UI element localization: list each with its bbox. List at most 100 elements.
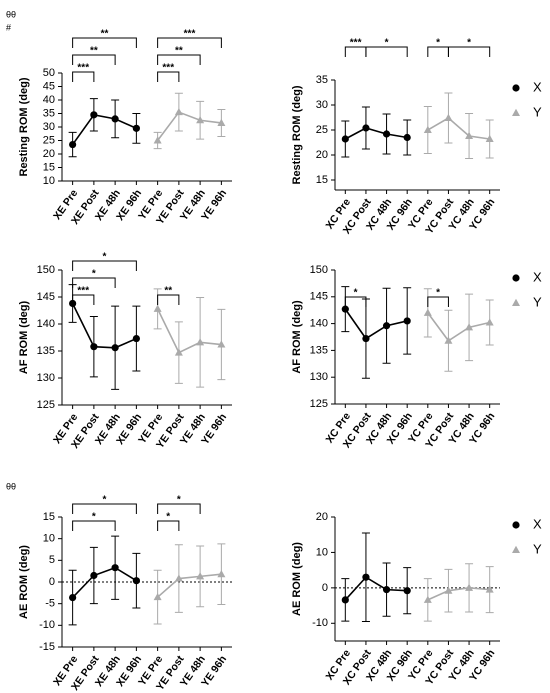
y-tick-label: 140: [310, 318, 328, 330]
significance-label: **: [175, 46, 183, 57]
significance-label: *: [103, 252, 107, 263]
data-point: [111, 564, 119, 572]
significance-label: **: [101, 29, 109, 40]
significance-bracket: [72, 54, 116, 65]
data-point: [196, 338, 205, 346]
legend-label: Y: [533, 541, 542, 556]
y-tick-label: 30: [43, 121, 55, 133]
y-tick-label: 20: [316, 149, 328, 161]
significance-label: *: [436, 288, 440, 299]
significance-bracket: [72, 503, 137, 514]
y-tick-label: -10: [39, 619, 55, 631]
y-axis-label: AF ROM (deg): [291, 300, 303, 374]
series-line: [427, 587, 490, 601]
significance-label: ***: [77, 286, 89, 297]
y-tick-label: 10: [43, 175, 55, 187]
data-point: [403, 317, 411, 325]
significance-label: ***: [184, 29, 196, 40]
y-tick-label: 25: [43, 134, 55, 146]
y-tick-label: 135: [37, 345, 55, 357]
y-tick-label: 140: [37, 318, 55, 330]
y-tick-label: 145: [310, 291, 328, 303]
legend-marker: [512, 545, 520, 553]
series-line: [156, 308, 222, 354]
significance-bracket: [72, 294, 95, 305]
data-point: [132, 577, 140, 585]
y-tick-label: 125: [37, 399, 55, 411]
significance-label: *: [92, 269, 96, 280]
significance-bracket: [344, 296, 367, 307]
data-point: [132, 334, 140, 343]
data-point: [196, 116, 205, 124]
data-point: [90, 571, 98, 580]
y-tick-label: 15: [43, 511, 55, 523]
significance-label: ***: [350, 38, 362, 49]
y-tick-label: 25: [316, 124, 328, 136]
significance-bracket: [157, 37, 222, 48]
significance-label: *: [467, 38, 471, 49]
significance-bracket: [72, 520, 116, 531]
data-point: [465, 583, 474, 591]
data-point: [403, 133, 411, 142]
legend-label: X: [533, 516, 542, 531]
y-tick-label: 125: [310, 398, 328, 410]
significance-label: *: [177, 495, 181, 506]
y-axis-label: Resting ROM (deg): [18, 77, 30, 176]
y-tick-label: -10: [312, 617, 328, 629]
y-axis-label: AE ROM (deg): [291, 542, 303, 616]
significance-bracket: [157, 54, 201, 65]
y-tick-label: 150: [37, 264, 55, 276]
data-point: [485, 134, 494, 142]
data-point: [196, 572, 205, 580]
data-point: [382, 130, 391, 138]
data-point: [153, 304, 162, 312]
legend-marker: [512, 274, 520, 282]
significance-label: ***: [162, 63, 174, 74]
significance-label: ***: [77, 63, 89, 74]
series-line: [344, 576, 408, 601]
data-point: [217, 118, 226, 126]
series-line: [156, 111, 222, 141]
y-tick-label: 0: [322, 582, 328, 594]
annotation: θθ: [6, 481, 16, 491]
significance-label: *: [166, 512, 170, 523]
legend-marker: [512, 108, 520, 116]
data-point: [217, 570, 226, 578]
data-point: [423, 595, 432, 603]
series-line: [71, 303, 137, 349]
data-point: [362, 573, 370, 581]
data-point: [444, 586, 453, 594]
annotation: #: [6, 22, 11, 32]
y-tick-label: 20: [43, 148, 55, 160]
y-tick-label: 145: [37, 291, 55, 303]
significance-bracket: [365, 46, 408, 57]
legend-marker: [512, 521, 520, 529]
data-point: [423, 308, 432, 316]
significance-bracket: [427, 296, 449, 307]
y-tick-label: 130: [37, 372, 55, 384]
significance-bracket: [157, 503, 201, 514]
significance-label: *: [436, 38, 440, 49]
series-line: [344, 308, 408, 340]
y-tick-label: 35: [316, 74, 328, 86]
data-point: [465, 131, 474, 139]
data-point: [341, 305, 349, 313]
data-point: [174, 107, 183, 116]
y-tick-label: 15: [43, 161, 55, 173]
significance-bracket: [72, 277, 116, 288]
legend-marker: [512, 84, 520, 92]
significance-label: *: [92, 512, 96, 523]
y-tick-label: 20: [316, 511, 328, 523]
series-line: [72, 566, 137, 599]
y-axis-label: AE ROM (deg): [18, 545, 30, 619]
annotation: θθ: [6, 9, 16, 19]
data-point: [465, 323, 474, 331]
legend-label: Y: [533, 104, 542, 119]
y-tick-label: 45: [43, 80, 55, 92]
significance-bracket: [72, 37, 137, 48]
data-point: [90, 343, 98, 351]
data-point: [485, 585, 494, 593]
legend-label: X: [533, 79, 542, 94]
data-point: [382, 586, 391, 594]
